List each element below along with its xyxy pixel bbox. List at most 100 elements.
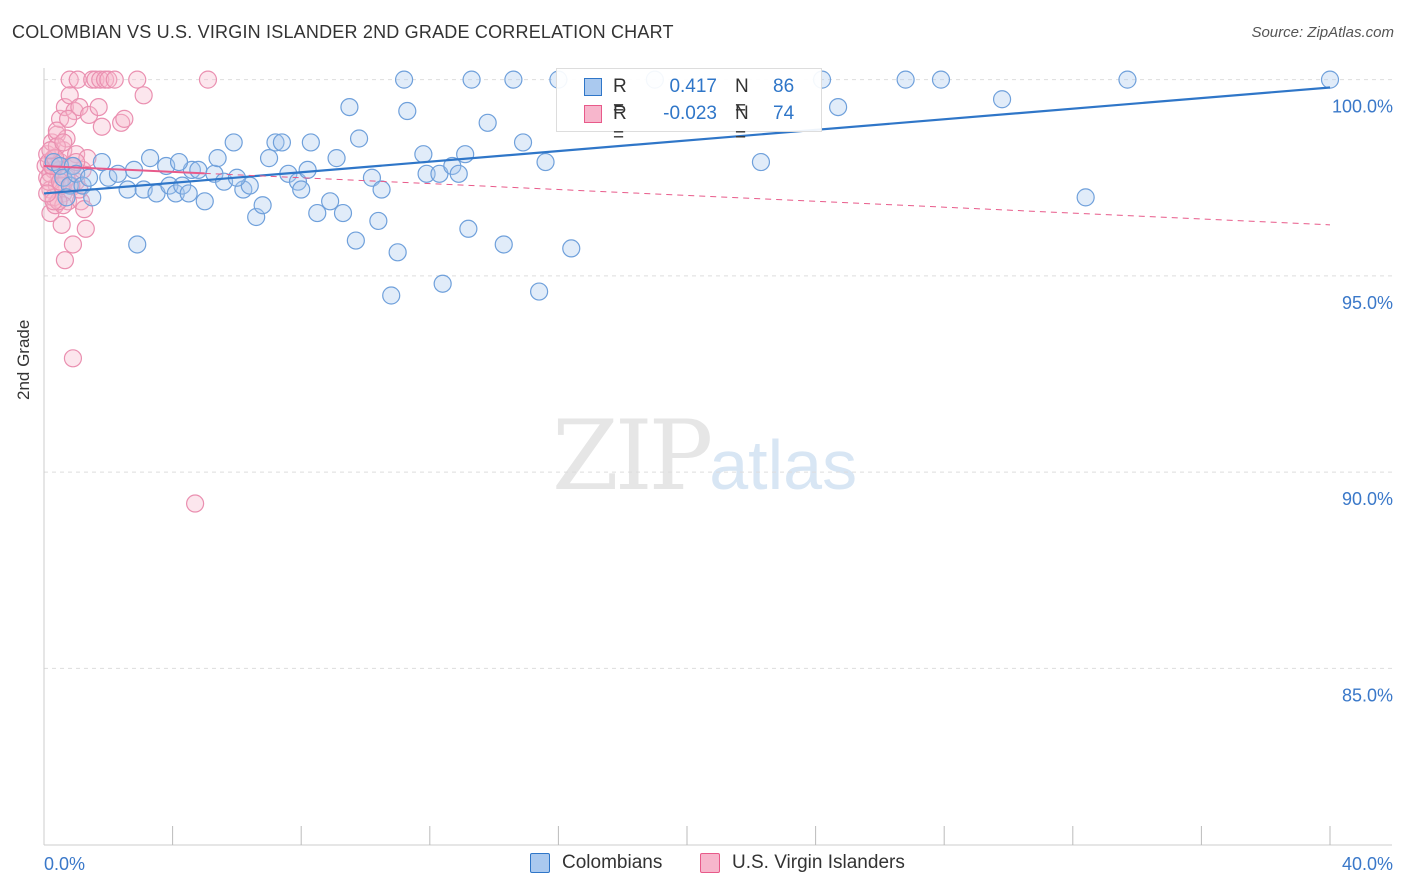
data-point-colombians: [140, 149, 160, 168]
data-point-colombians: [349, 129, 369, 148]
legend-swatch-blue: [584, 78, 602, 96]
data-point-colombians: [60, 176, 79, 195]
data-point-colombians: [169, 152, 189, 172]
legend-swatch-pink: [584, 105, 602, 123]
data-point-colombians: [372, 180, 391, 199]
data-point-colombians: [751, 152, 771, 172]
watermark-atlas: atlas: [709, 426, 858, 504]
y-tick-label: 90.0%: [1342, 489, 1393, 509]
data-point-virgin-islanders: [59, 109, 78, 128]
data-point-colombians: [433, 274, 452, 293]
legend-label-colombians: Colombians: [562, 852, 663, 873]
data-point-virgin-islanders: [55, 251, 74, 270]
data-point-colombians: [536, 152, 555, 172]
legend-r-label: R =: [613, 103, 627, 146]
watermark-zip: ZIP: [552, 400, 713, 512]
data-point-colombians: [259, 149, 279, 168]
data-point-virgin-islanders: [186, 494, 205, 513]
legend-swatch-blue: [530, 853, 550, 873]
stats-legend: R = 0.417 N = 86 R = -0.023 N = 74: [556, 68, 822, 146]
data-point-colombians: [562, 239, 581, 258]
data-point-virgin-islanders: [78, 149, 97, 168]
data-point-colombians: [247, 207, 266, 227]
data-point-colombians: [92, 152, 111, 172]
data-point-colombians: [829, 97, 848, 117]
data-point-colombians: [1076, 188, 1095, 207]
data-point-virgin-islanders: [115, 109, 134, 128]
data-point-colombians: [1320, 70, 1340, 89]
data-point-virgin-islanders: [63, 235, 83, 254]
legend-swatch-pink: [700, 853, 720, 873]
data-point-colombians: [494, 235, 513, 254]
x-tick-label: 0.0%: [44, 854, 85, 874]
data-point-virgin-islanders: [68, 70, 87, 89]
data-point-colombians: [931, 70, 951, 89]
watermark: ZIPatlas: [552, 400, 857, 512]
data-point-colombians: [128, 235, 147, 254]
y-tick-label: 85.0%: [1342, 685, 1393, 705]
data-point-colombians: [462, 70, 481, 89]
data-point-colombians: [292, 180, 311, 199]
data-point-colombians: [388, 243, 407, 262]
data-point-colombians: [272, 133, 292, 152]
data-point-virgin-islanders: [76, 219, 95, 238]
legend-r-label: R =: [613, 76, 627, 119]
legend-n-label: N =: [735, 76, 749, 119]
legend-n-value: 74: [773, 103, 795, 124]
data-point-colombians: [333, 203, 353, 223]
chart-title: COLOMBIAN VS U.S. VIRGIN ISLANDER 2ND GR…: [12, 22, 674, 42]
data-point-virgin-islanders: [54, 133, 73, 152]
data-point-colombians: [394, 70, 414, 89]
data-point-virgin-islanders: [198, 70, 218, 89]
data-point-colombians: [459, 219, 478, 238]
data-point-colombians: [478, 113, 497, 132]
data-point-colombians: [298, 160, 317, 179]
data-point-colombians: [179, 184, 198, 203]
data-point-colombians: [301, 133, 320, 152]
data-point-colombians: [369, 211, 388, 231]
legend-n-label: N =: [735, 103, 749, 146]
data-point-colombians: [327, 149, 346, 168]
data-point-virgin-islanders: [92, 117, 111, 136]
data-point-virgin-islanders: [52, 215, 71, 234]
data-point-virgin-islanders: [67, 145, 86, 164]
trendline-virgin-islanders-dashed: [204, 172, 1331, 226]
data-point-colombians: [79, 168, 99, 187]
data-point-virgin-islanders: [63, 349, 83, 368]
data-point-colombians: [57, 188, 76, 207]
data-point-colombians: [189, 160, 208, 179]
data-point-virgin-islanders: [105, 70, 124, 89]
data-point-colombians: [118, 180, 137, 199]
data-point-colombians: [449, 164, 468, 183]
data-point-colombians: [414, 145, 433, 164]
data-point-colombians: [346, 231, 365, 250]
legend-n-value: 86: [773, 76, 795, 97]
data-point-colombians: [504, 70, 523, 89]
source-credit: Source: ZipAtlas.com: [1251, 24, 1394, 41]
data-point-colombians: [398, 101, 417, 121]
data-point-colombians: [83, 188, 102, 207]
y-tick-label: 100.0%: [1332, 97, 1393, 117]
data-point-colombians: [224, 133, 243, 152]
data-point-colombians: [992, 90, 1012, 109]
data-point-virgin-islanders: [55, 97, 74, 117]
trendline-virgin-islanders-solid: [43, 164, 205, 175]
legend-label-virgin-islanders: U.S. Virgin Islanders: [732, 852, 905, 873]
data-point-colombians: [1118, 70, 1137, 89]
data-point-colombians: [195, 192, 214, 211]
data-point-virgin-islanders: [86, 70, 105, 89]
data-point-colombians: [321, 192, 340, 211]
data-point-virgin-islanders: [134, 86, 153, 105]
data-point-colombians: [417, 164, 436, 183]
y-tick-label: 95.0%: [1342, 293, 1393, 313]
data-point-virgin-islanders: [47, 121, 66, 140]
data-point-colombians: [208, 149, 227, 168]
data-point-colombians: [308, 203, 327, 223]
data-point-colombians: [513, 133, 533, 152]
x-tick-label: 40.0%: [1342, 854, 1393, 874]
data-point-virgin-islanders: [89, 97, 108, 117]
data-point-colombians: [253, 196, 272, 215]
data-point-colombians: [340, 97, 359, 117]
data-point-colombians: [896, 70, 915, 89]
